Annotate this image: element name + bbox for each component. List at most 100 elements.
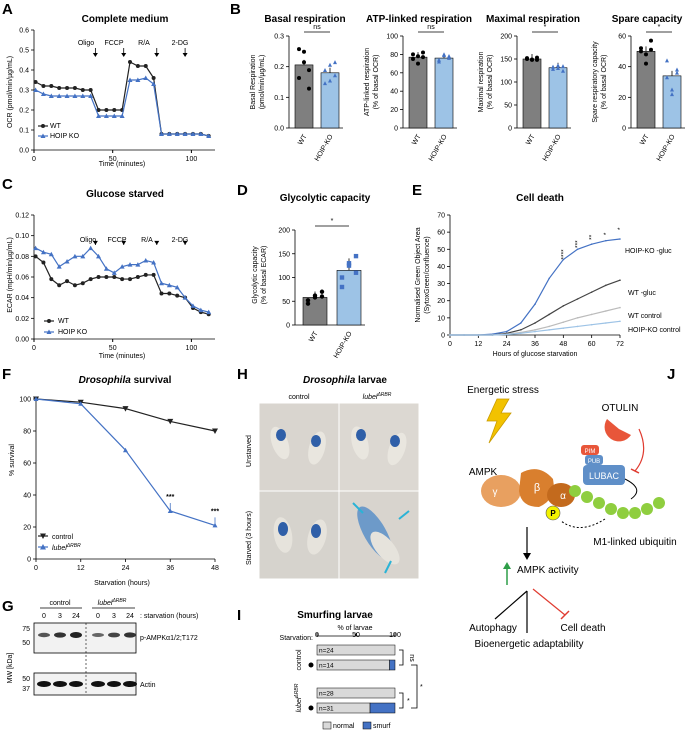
- data-point: [644, 52, 648, 57]
- pub-shape: [585, 455, 603, 465]
- data-point: [649, 47, 653, 52]
- data-point: [437, 57, 441, 62]
- larvae-image: [258, 402, 340, 492]
- series-label: WT -gluc: [628, 290, 656, 297]
- y-tick-label: 20: [618, 95, 626, 102]
- legend-marker: [46, 329, 52, 334]
- data-point: [333, 60, 337, 65]
- data-point: [605, 322, 607, 324]
- activity-label: AMPK activity: [517, 565, 579, 576]
- panel-letter: A: [2, 1, 13, 18]
- alpha-subunit: [547, 483, 575, 507]
- otulin-shape: [604, 419, 631, 442]
- row-label: Unstarved: [246, 435, 253, 467]
- y-axis-label: (% of basal OCR): [487, 55, 494, 110]
- data-point: [33, 396, 39, 401]
- x-tick-label: WT: [308, 330, 320, 344]
- arrow-icon: [560, 518, 606, 528]
- mw-marker: 37: [22, 686, 30, 693]
- bar-label: n=24: [319, 648, 334, 655]
- y-tick-label: 80: [390, 52, 398, 59]
- y-tick-label: 40: [618, 64, 626, 71]
- data-point: [206, 133, 212, 138]
- y-tick-label: 60: [390, 70, 398, 77]
- bar: [294, 64, 314, 129]
- data-point: [72, 93, 78, 98]
- chart-title: Drosophila survival: [79, 375, 172, 386]
- title-rest: survival: [131, 375, 172, 386]
- data-point: [80, 253, 86, 259]
- significance-label: ***: [166, 494, 174, 501]
- chart-title: Cell death: [516, 193, 564, 204]
- data-point: [576, 317, 579, 319]
- data-point: [96, 275, 101, 279]
- y-tick-label: 50: [504, 103, 512, 110]
- data-point: [556, 66, 560, 70]
- cell-death-label: Cell death: [560, 623, 605, 634]
- series-line: [35, 61, 209, 137]
- data-point: [305, 298, 311, 303]
- data-point: [411, 52, 415, 57]
- panel-letter: I: [237, 608, 241, 624]
- y-tick-label: 200: [278, 228, 290, 235]
- y-tick-label: 150: [278, 251, 290, 258]
- data-point: [421, 55, 425, 60]
- data-point: [65, 86, 70, 90]
- data-point: [416, 61, 420, 66]
- data-point: [65, 279, 70, 284]
- data-point: [33, 245, 39, 251]
- chart-title: Glucose starved: [86, 189, 164, 200]
- y-tick-label: 0.4: [19, 68, 29, 75]
- gamma-label: γ: [493, 487, 498, 498]
- panel-e: E Cell death Normalised Green Object Are…: [412, 182, 681, 358]
- data-point: [167, 418, 174, 425]
- y-tick-label: 60: [437, 230, 445, 237]
- data-point: [112, 108, 117, 112]
- y-tick-label: 30: [437, 281, 445, 288]
- data-point: [551, 64, 555, 69]
- panel-letter: C: [2, 176, 13, 193]
- legend-marker: [40, 533, 46, 539]
- y-tick-label: 40: [23, 493, 31, 500]
- legend-marker: [40, 544, 46, 550]
- data-point: [307, 68, 311, 73]
- data-point: [312, 295, 318, 300]
- group-label: control: [296, 649, 303, 670]
- x-tick-label: 72: [616, 341, 624, 348]
- injection-label: R/A: [138, 40, 150, 47]
- column-label: lubelΔRBR: [363, 392, 392, 401]
- bar-label: n=28: [319, 691, 334, 698]
- x-axis-label: Time (minutes): [99, 353, 145, 360]
- y-tick-label: 0.06: [15, 275, 29, 282]
- significance-bracket: [399, 692, 404, 709]
- significance-label: ns: [427, 24, 435, 31]
- panel-b: B Basal respiration Basal Respiration (pmo…: [230, 1, 685, 163]
- data-point: [64, 93, 70, 98]
- injection-arrowhead: [92, 240, 98, 245]
- y-tick-label: 0.2: [274, 64, 284, 71]
- y-tick-label: 0.1: [274, 95, 284, 102]
- data-point: [534, 330, 536, 333]
- pub-label: PUB: [588, 459, 600, 465]
- y-tick-label: 0.0: [274, 126, 284, 133]
- time-label: 3: [58, 613, 62, 620]
- data-point: [135, 64, 140, 68]
- time-label: 0: [96, 613, 100, 620]
- arrow-icon: [352, 502, 410, 574]
- y-axis-label: (% of basal OCR): [601, 55, 608, 110]
- x-tick-label: 50: [109, 345, 117, 352]
- data-point: [167, 291, 172, 296]
- y-tick-label: 20: [23, 525, 31, 532]
- data-point: [319, 294, 325, 299]
- y-tick-label: 100: [278, 275, 290, 282]
- data-point: [302, 60, 306, 65]
- plot-area: 0.00 0.02 0.04 0.06 0.08 0.10 0.12 0 50 100: [15, 213, 215, 352]
- panel-g: G control lubelΔRBR 0 3 24 0 3 24 : star…: [2, 598, 198, 696]
- chart-title: Basal respiration: [264, 14, 345, 25]
- legend-marker: [40, 133, 46, 138]
- blot-label: Actin: [140, 682, 156, 689]
- starvation-dot: [308, 705, 314, 711]
- data-point: [151, 260, 157, 265]
- x-tick-label: 12: [474, 341, 482, 348]
- data-point: [353, 253, 359, 259]
